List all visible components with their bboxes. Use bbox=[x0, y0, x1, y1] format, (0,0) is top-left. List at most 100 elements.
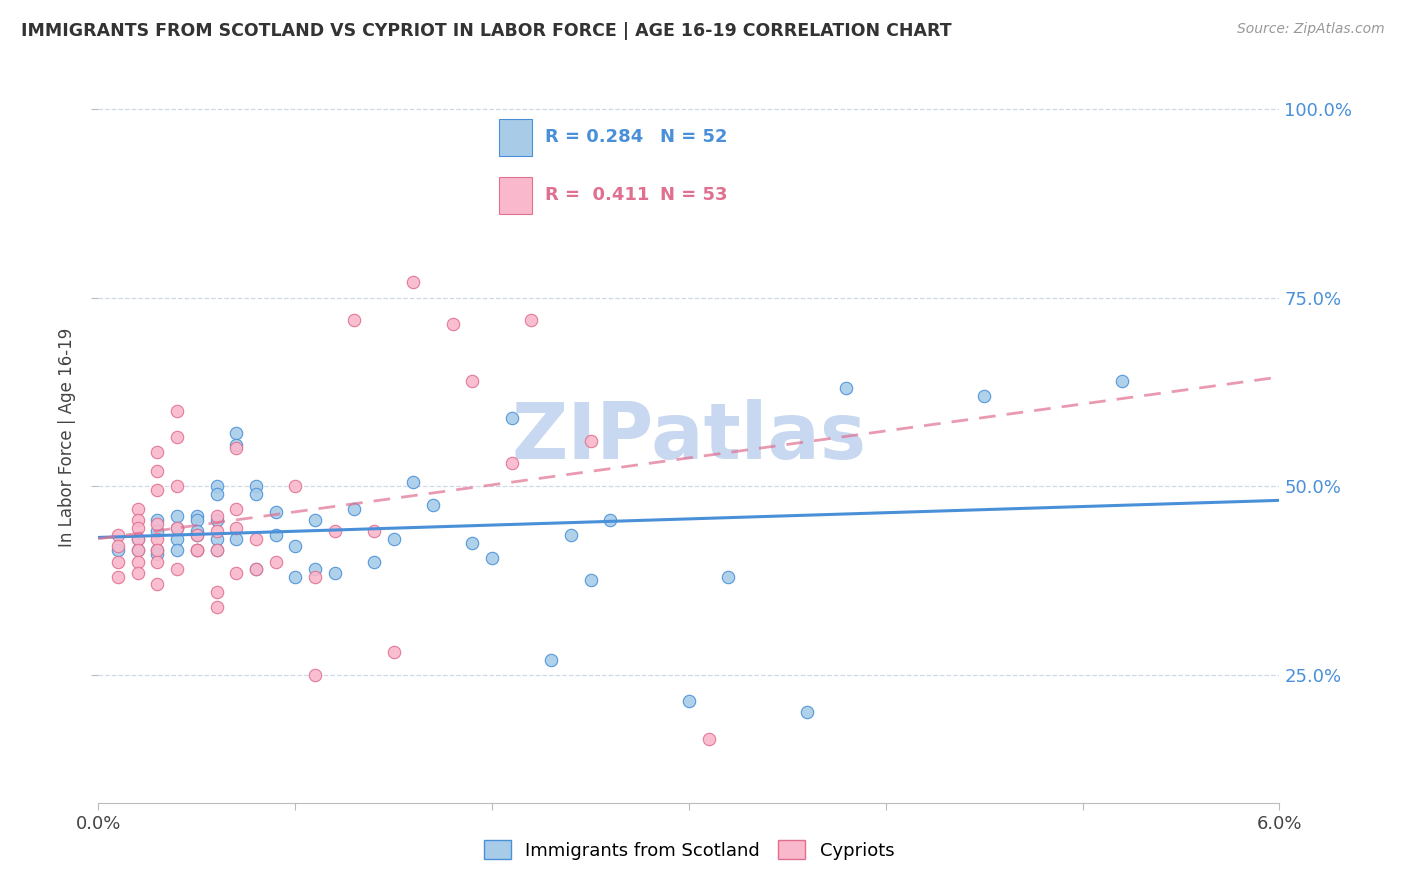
Point bbox=[402, 276, 425, 290]
Point bbox=[146, 554, 169, 568]
Point bbox=[205, 532, 228, 546]
Point bbox=[186, 513, 208, 527]
Point bbox=[245, 562, 267, 576]
Point bbox=[146, 513, 169, 527]
Point bbox=[461, 535, 484, 549]
Point bbox=[402, 475, 425, 490]
Point bbox=[205, 509, 228, 524]
Point bbox=[186, 543, 208, 558]
Point bbox=[127, 520, 149, 534]
Point bbox=[245, 562, 267, 576]
Point bbox=[205, 513, 228, 527]
Point bbox=[166, 520, 188, 534]
Point bbox=[323, 566, 346, 580]
Point bbox=[481, 550, 503, 565]
Point bbox=[245, 479, 267, 493]
Text: IMMIGRANTS FROM SCOTLAND VS CYPRIOT IN LABOR FORCE | AGE 16-19 CORRELATION CHART: IMMIGRANTS FROM SCOTLAND VS CYPRIOT IN L… bbox=[21, 22, 952, 40]
Point bbox=[127, 513, 149, 527]
Point bbox=[225, 532, 247, 546]
Point bbox=[225, 566, 247, 580]
Point bbox=[264, 506, 287, 520]
Point bbox=[107, 540, 129, 554]
Point bbox=[127, 554, 149, 568]
Point bbox=[717, 569, 740, 583]
Point bbox=[225, 442, 247, 456]
Point bbox=[107, 528, 129, 542]
Y-axis label: In Labor Force | Age 16-19: In Labor Force | Age 16-19 bbox=[58, 327, 76, 547]
Point bbox=[205, 599, 228, 614]
Point bbox=[186, 528, 208, 542]
Point bbox=[205, 543, 228, 558]
Point bbox=[501, 411, 523, 425]
Point bbox=[166, 509, 188, 524]
Point bbox=[166, 520, 188, 534]
Point bbox=[205, 584, 228, 599]
Point bbox=[540, 652, 562, 666]
Point bbox=[205, 543, 228, 558]
Point bbox=[520, 313, 543, 327]
Point bbox=[225, 501, 247, 516]
Point bbox=[382, 645, 405, 659]
Text: ZIPatlas: ZIPatlas bbox=[512, 399, 866, 475]
Point bbox=[146, 483, 169, 497]
Point bbox=[186, 524, 208, 539]
Point bbox=[166, 403, 188, 417]
Point bbox=[678, 694, 700, 708]
Point bbox=[166, 532, 188, 546]
Point bbox=[205, 486, 228, 500]
Point bbox=[107, 569, 129, 583]
Point bbox=[382, 532, 405, 546]
Point bbox=[501, 457, 523, 471]
Point bbox=[304, 667, 326, 681]
Point bbox=[146, 543, 169, 558]
Point bbox=[304, 569, 326, 583]
Point bbox=[225, 426, 247, 441]
Point bbox=[127, 501, 149, 516]
Point bbox=[363, 524, 385, 539]
Point bbox=[245, 486, 267, 500]
Point bbox=[166, 430, 188, 444]
Point bbox=[304, 562, 326, 576]
Point bbox=[146, 543, 169, 558]
Point bbox=[579, 574, 602, 588]
Point bbox=[127, 566, 149, 580]
Point bbox=[107, 554, 129, 568]
Point bbox=[284, 479, 307, 493]
Point bbox=[579, 434, 602, 448]
Point bbox=[186, 543, 208, 558]
Point bbox=[343, 313, 366, 327]
Point bbox=[146, 445, 169, 459]
Point bbox=[441, 317, 464, 331]
Point bbox=[1111, 374, 1133, 388]
Point bbox=[599, 513, 621, 527]
Point bbox=[166, 543, 188, 558]
Point bbox=[205, 524, 228, 539]
Point bbox=[323, 524, 346, 539]
Point bbox=[461, 374, 484, 388]
Point bbox=[166, 479, 188, 493]
Point bbox=[835, 381, 858, 395]
Point bbox=[245, 532, 267, 546]
Point bbox=[127, 543, 149, 558]
Point bbox=[186, 543, 208, 558]
Point bbox=[205, 479, 228, 493]
Point bbox=[186, 528, 208, 542]
Point bbox=[796, 706, 818, 720]
Point bbox=[166, 562, 188, 576]
Point bbox=[225, 520, 247, 534]
Point bbox=[363, 554, 385, 568]
Point bbox=[146, 577, 169, 591]
Legend: Immigrants from Scotland, Cypriots: Immigrants from Scotland, Cypriots bbox=[477, 833, 901, 867]
Point bbox=[973, 389, 995, 403]
Text: Source: ZipAtlas.com: Source: ZipAtlas.com bbox=[1237, 22, 1385, 37]
Point bbox=[146, 532, 169, 546]
Point bbox=[284, 569, 307, 583]
Point bbox=[697, 731, 720, 746]
Point bbox=[186, 509, 208, 524]
Point bbox=[146, 464, 169, 478]
Point bbox=[146, 516, 169, 531]
Point bbox=[127, 543, 149, 558]
Point bbox=[304, 513, 326, 527]
Point bbox=[264, 554, 287, 568]
Point bbox=[107, 543, 129, 558]
